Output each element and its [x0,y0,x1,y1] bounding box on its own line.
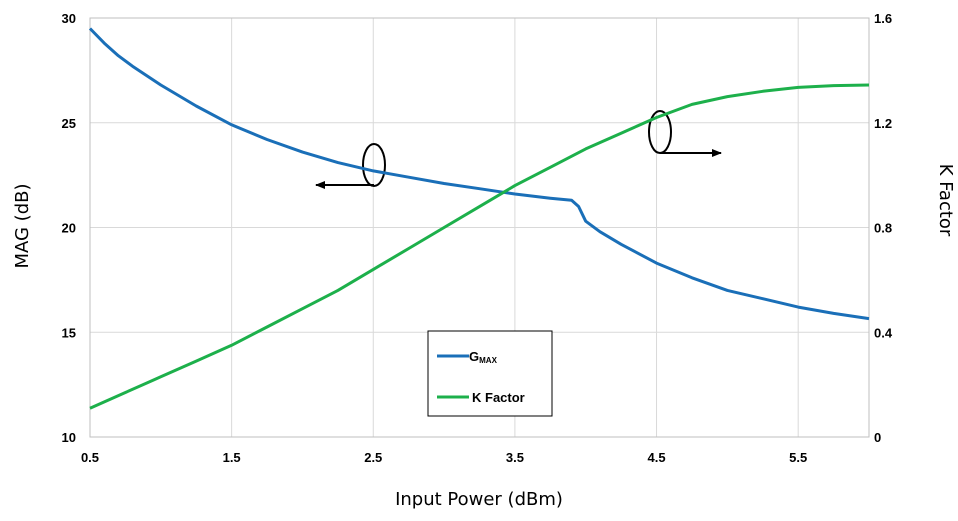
gmax-axis-indicator-ellipse [362,143,386,187]
annotations [315,110,722,189]
y-left-tick-label: 25 [62,116,76,131]
y-left-axis-title: MAG (dB) [12,183,33,268]
x-tick-label: 3.5 [506,450,524,465]
y-right-axis-title: K Factor [935,164,956,237]
y-right-tick-label: 0.4 [874,325,893,340]
y-right-tick-label: 0.8 [874,221,892,236]
x-tick-label: 4.5 [648,450,666,465]
legend-label-gmax: GMAX [469,349,498,365]
y-right-tick-label: 1.6 [874,11,892,26]
legend: GMAX K Factor [427,330,553,417]
series-line-kfactor [89,83,870,410]
x-tick-label: 5.5 [789,450,807,465]
legend-box [427,330,553,417]
tick-labels: 0.5 1.5 2.5 3.5 4.5 5.5 10 15 20 25 30 0 0.4 0.8 1.2 1.… [62,11,893,465]
legend-label-kfactor: K Factor [472,390,525,405]
y-left-tick-label: 30 [62,11,76,26]
x-tick-label: 0.5 [81,450,99,465]
plot-frame [89,17,870,438]
y-right-tick-label: 1.2 [874,116,892,131]
y-left-tick-label: 15 [62,325,76,340]
series-layer [88,27,870,410]
x-tick-label: 2.5 [364,450,382,465]
y-left-tick-label: 10 [62,430,76,445]
x-tick-label: 1.5 [223,450,241,465]
y-right-tick-label: 0 [874,430,881,445]
series-line-gmax [88,27,870,321]
y-left-tick-label: 20 [62,221,76,236]
x-axis-title: Input Power (dBm) [395,489,563,510]
